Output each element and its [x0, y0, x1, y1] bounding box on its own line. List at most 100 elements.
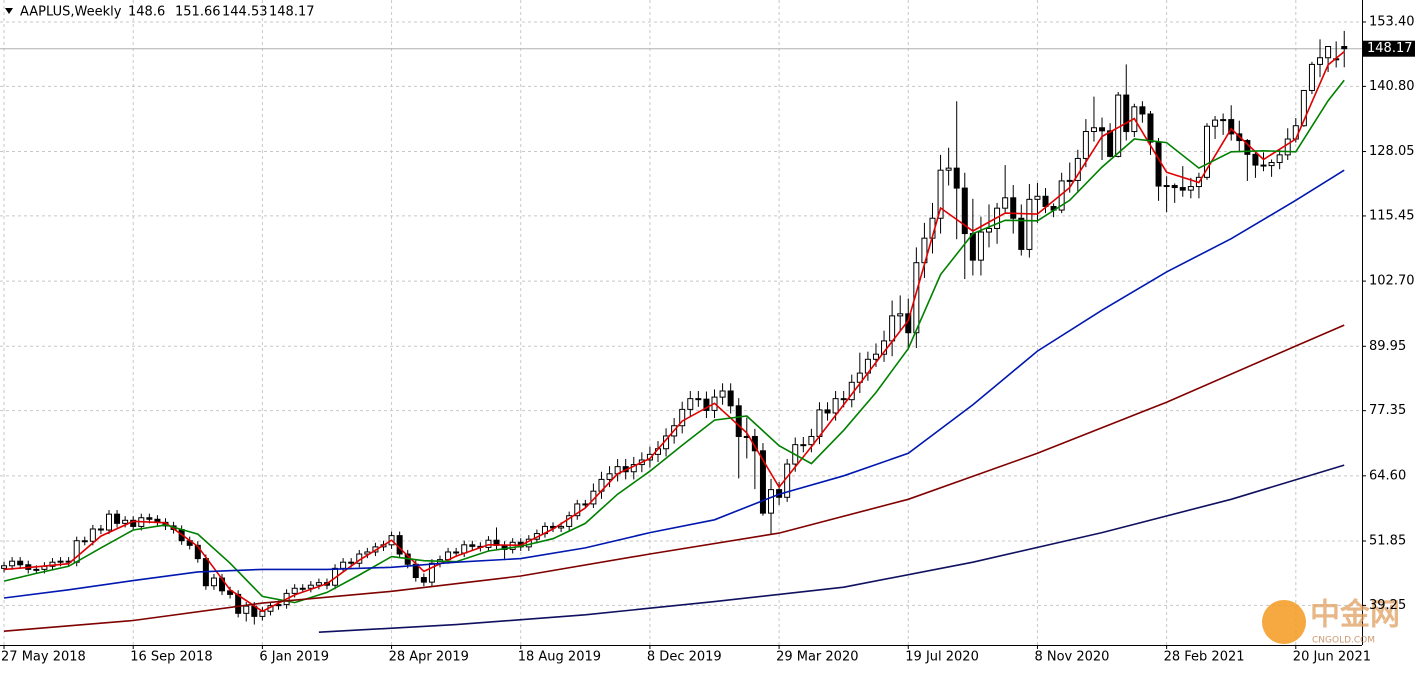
candle-body [1034, 195, 1041, 200]
candle-body [105, 513, 112, 531]
moving-average-line [3, 50, 1345, 613]
candle-body [759, 450, 766, 514]
candle-body [1228, 119, 1235, 135]
candle-body [469, 544, 476, 547]
last-price-box [1363, 40, 1415, 57]
candle-body [1268, 162, 1275, 167]
candle-body [340, 561, 347, 569]
candle-body [1090, 127, 1097, 133]
candle-body [1155, 141, 1162, 187]
candle-body [1, 565, 8, 569]
candle-body [57, 560, 64, 563]
header-high: 151.66 [175, 5, 221, 20]
candle-body [1252, 153, 1259, 166]
y-tick-label: 102.70 [1369, 274, 1415, 289]
candle-body [33, 568, 40, 571]
candle-body [146, 517, 153, 520]
header-low: 144.53 [222, 5, 268, 20]
candle-body [687, 398, 694, 410]
candle-body [574, 503, 581, 517]
candle-body [945, 167, 952, 171]
candle-body [808, 435, 815, 446]
candle-body [897, 313, 904, 317]
candle-body [307, 584, 314, 589]
candle-body [81, 540, 88, 543]
header-open: 148.6 [128, 5, 165, 20]
candle-body [872, 353, 879, 360]
x-tick-label: 8 Dec 2019 [647, 650, 722, 665]
candle-body [348, 561, 355, 564]
x-tick-label: 16 Sep 2018 [130, 650, 212, 665]
candle-body [291, 587, 298, 594]
candle-body [1308, 63, 1315, 91]
candle-body [1026, 198, 1033, 250]
x-tick-label: 20 Jun 2021 [1293, 650, 1371, 665]
x-tick-label: 8 Nov 2020 [1034, 650, 1109, 665]
candle-body [1284, 138, 1291, 156]
candle-body [1203, 125, 1210, 178]
header-close: 148.17 [269, 5, 315, 20]
candle-body [889, 315, 896, 342]
candle-body [89, 528, 96, 542]
x-tick-label: 28 Feb 2021 [1164, 650, 1245, 665]
candle-body [1276, 154, 1283, 164]
moving-average-line [3, 169, 1345, 599]
candle-body [1179, 187, 1186, 191]
candle-body [840, 398, 847, 401]
candle-body [856, 372, 863, 383]
candle-body [420, 577, 427, 583]
candle-body [453, 551, 460, 554]
candle-body [1341, 46, 1348, 50]
candle-body [1066, 179, 1073, 182]
candle-body [953, 167, 960, 189]
candle-body [396, 535, 403, 555]
candle-body [695, 398, 702, 401]
candle-body [1147, 113, 1154, 143]
x-tick-label: 19 Jul 2020 [905, 650, 979, 665]
candle-body [824, 409, 831, 414]
candle-body [194, 544, 201, 560]
candle-body [227, 590, 234, 595]
plot-layer [0, 0, 1362, 645]
candle-body [1123, 94, 1130, 133]
candle-body [315, 582, 322, 586]
y-tick-label: 140.80 [1369, 79, 1415, 94]
candle-body [122, 519, 129, 524]
candle-body [428, 562, 435, 583]
candle-body [832, 398, 839, 414]
candle-body [1010, 197, 1017, 219]
candle-body [582, 503, 589, 506]
candle-body [913, 262, 920, 334]
candle-body [114, 513, 121, 524]
x-tick-label: 29 Mar 2020 [776, 650, 858, 665]
candle-body [679, 408, 686, 427]
candle-body [977, 231, 984, 261]
candle-body [1099, 127, 1106, 132]
candle-body [961, 187, 968, 235]
menu-triangle [5, 8, 13, 14]
candle-body [969, 233, 976, 261]
watermark-text: 中金网 [1310, 598, 1400, 633]
candle-body [735, 405, 742, 437]
candle-body [800, 444, 807, 447]
y-tick-label: 115.45 [1369, 208, 1415, 223]
candle-body [558, 525, 565, 529]
x-tick-label: 27 May 2018 [1, 650, 86, 665]
candle-body [1018, 217, 1025, 250]
candle-body [986, 227, 993, 233]
candle-body [1300, 89, 1307, 127]
candle-body [1220, 119, 1227, 122]
y-tick-label: 128.05 [1369, 144, 1415, 159]
candle-body [461, 544, 468, 554]
last-price-label: 148.17 [1367, 41, 1413, 56]
x-tick-label: 18 Aug 2019 [518, 650, 601, 665]
x-tick-label: 6 Jan 2019 [259, 650, 329, 665]
moving-average-line [318, 464, 1345, 633]
watermark-logo [1262, 600, 1306, 644]
candle-body [719, 390, 726, 398]
candle-body [1212, 119, 1219, 127]
candle-body [606, 473, 613, 480]
y-tick-label: 89.95 [1369, 339, 1406, 354]
